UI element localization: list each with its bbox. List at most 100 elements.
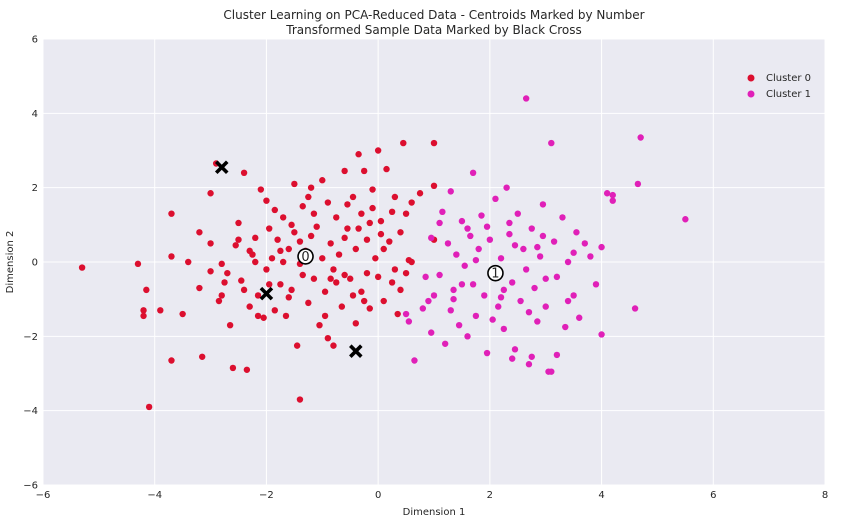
x-tick-label: −6 [36,490,51,501]
scatter-point-cluster-1 [553,351,561,359]
scatter-point-cluster-0 [349,193,357,201]
scatter-point-cluster-0 [196,284,203,292]
scatter-point-cluster-0 [338,303,346,310]
scatter-point-cluster-0 [296,396,304,403]
scatter-point-cluster-1 [402,310,410,318]
scatter-point-cluster-0 [349,292,357,299]
scatter-point-cluster-1 [419,305,427,312]
scatter-point-cluster-1 [425,297,432,305]
scatter-point-cluster-1 [469,169,477,176]
scatter-point-cluster-0 [168,253,175,260]
scatter-point-cluster-0 [238,277,245,284]
scatter-point-cluster-1 [436,271,443,279]
centroid-label: 1 [491,267,499,282]
scatter-point-cluster-0 [366,305,373,312]
scatter-point-cluster-0 [388,279,396,286]
scatter-point-cluster-0 [377,217,385,225]
scatter-point-cluster-1 [447,307,454,314]
scatter-point-cluster-1 [598,331,605,338]
scatter-point-cluster-1 [522,266,530,273]
scatter-point-cluster-0 [324,199,332,206]
scatter-point-cluster-0 [266,281,273,288]
scatter-point-cluster-0 [179,310,186,318]
scatter-point-cluster-0 [215,297,223,305]
sample-cross [259,286,274,301]
scatter-point-cluster-0 [430,182,438,190]
scatter-point-cluster-1 [467,232,474,240]
scatter-point-cluster-0 [341,271,348,279]
data-points [78,95,689,411]
scatter-point-cluster-0 [400,139,407,147]
y-tick-label: 0 [32,258,38,269]
scatter-point-cluster-0 [321,288,329,295]
scatter-point-cluster-0 [360,167,368,175]
scatter-point-cluster-0 [288,286,295,294]
scatter-point-cluster-0 [279,214,287,221]
scatter-point-cluster-1 [464,333,471,340]
scatter-point-cluster-1 [598,243,605,251]
scatter-point-cluster-0 [408,258,415,266]
sample-cross [349,344,363,358]
scatter-point-cluster-0 [355,151,362,158]
scatter-point-cluster-1 [458,217,466,225]
scatter-point-cluster-0 [333,214,340,221]
scatter-point-cluster-0 [394,310,401,318]
scatter-point-cluster-0 [380,297,387,305]
legend-label-cluster-1: Cluster 1 [766,89,811,100]
scatter-point-cluster-1 [478,212,485,219]
scatter-point-cluster-0 [263,197,270,204]
scatter-point-cluster-1 [525,361,533,368]
scatter-point-cluster-0 [363,236,371,243]
scatter-point-cluster-1 [506,219,513,227]
scatter-point-cluster-1 [481,292,488,299]
scatter-point-cluster-0 [408,199,415,206]
sample-crosses [214,160,363,358]
scatter-point-cluster-1 [520,245,527,253]
scatter-point-cluster-0 [140,312,147,320]
scatter-point-cluster-0 [372,255,379,262]
scatter-point-cluster-1 [483,349,491,357]
scatter-point-cluster-1 [497,255,505,262]
scatter-point-cluster-1 [447,188,454,195]
scatter-point-cluster-1 [609,191,616,199]
scatter-point-cluster-1 [536,253,544,260]
scatter-point-cluster-0 [268,255,276,262]
scatter-point-cluster-0 [282,312,290,320]
scatter-point-cluster-0 [221,279,228,286]
y-tick-label: −6 [23,481,38,492]
scatter-point-cluster-0 [366,219,373,227]
scatter-point-cluster-1 [439,208,446,216]
scatter-point-cluster-0 [254,312,262,320]
chart-title-line1: Cluster Learning on PCA-Reduced Data - C… [223,8,644,22]
scatter-point-cluster-0 [307,184,315,191]
scatter-point-cluster-0 [313,223,320,230]
x-tick-label: 8 [822,490,828,501]
scatter-point-cluster-0 [321,312,329,320]
scatter-point-cluster-0 [271,206,279,214]
scatter-point-cluster-1 [497,294,505,301]
scatter-point-cluster-1 [522,95,530,102]
y-axis-label: Dimension 2 [5,231,16,294]
scatter-point-cluster-0 [240,169,248,176]
scatter-point-cluster-0 [277,247,284,255]
scatter-point-cluster-1 [562,323,569,331]
scatter-point-cluster-0 [327,240,334,247]
scatter-point-cluster-0 [224,269,231,277]
scatter-point-cluster-0 [383,165,390,173]
scatter-point-cluster-1 [430,292,438,299]
scatter-point-cluster-0 [360,297,368,305]
scatter-point-cluster-0 [358,210,365,217]
x-tick-label: 2 [487,490,493,501]
scatter-point-cluster-0 [134,260,142,268]
scatter-point-cluster-1 [542,275,549,282]
scatter-point-cluster-0 [369,186,376,193]
scatter-point-cluster-0 [252,234,259,242]
scatter-point-cluster-1 [428,329,435,336]
scatter-point-cluster-0 [416,190,424,197]
scatter-point-cluster-0 [249,251,256,258]
scatter-point-cluster-1 [453,251,460,258]
sample-cross [214,160,229,174]
scatter-point-cluster-0 [168,357,175,364]
scatter-point-cluster-0 [291,229,298,236]
